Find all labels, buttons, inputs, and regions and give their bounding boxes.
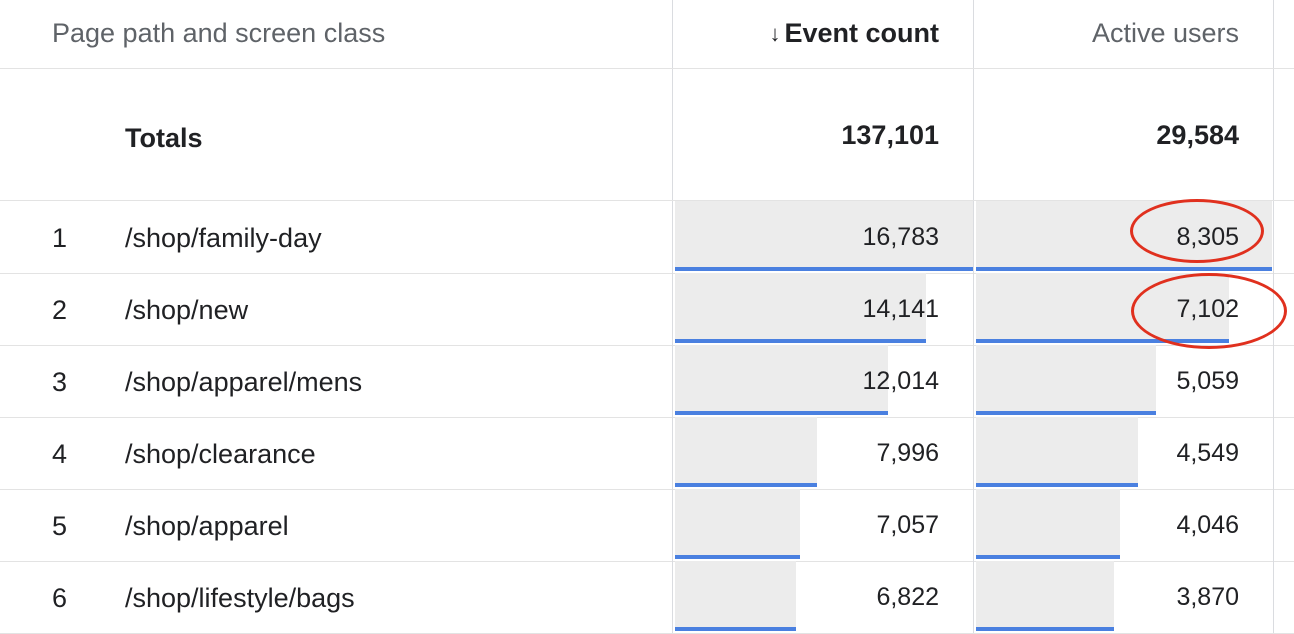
totals-row: Totals 137,101 29,584 — [0, 69, 1294, 201]
table-row[interactable]: 5/shop/apparel 7,057 4,046 — [0, 489, 1294, 562]
row-event-cell: 14,141 — [672, 273, 974, 345]
row-users-cell: 4,046 — [974, 489, 1274, 561]
row-users-cell: 8,305 — [974, 201, 1274, 273]
active-users-label: Active users — [1091, 18, 1239, 48]
row-users-value: 5,059 — [1176, 367, 1239, 395]
row-users-value: 4,549 — [1176, 439, 1239, 467]
row-index: 2 — [52, 295, 68, 325]
table-row[interactable]: 1/shop/family-day 16,783 8,305 — [0, 201, 1294, 274]
totals-label: Totals — [125, 123, 203, 153]
row-event-value: 7,996 — [876, 439, 939, 467]
table-row[interactable]: 3/shop/apparel/mens 12,014 5,059 — [0, 345, 1294, 418]
arrow-down-icon: ↓ — [769, 20, 781, 46]
row-users-cell: 5,059 — [974, 345, 1274, 417]
row-event-bar — [675, 201, 973, 271]
row-event-cell: 7,057 — [672, 489, 974, 561]
row-users-value: 4,046 — [1176, 511, 1239, 539]
totals-event-count: 137,101 — [672, 69, 974, 200]
row-event-cell: 7,996 — [672, 417, 974, 489]
row-index: 6 — [52, 583, 68, 613]
row-users-bar — [976, 345, 1156, 415]
row-event-bar — [675, 561, 796, 631]
row-event-value: 6,822 — [876, 583, 939, 611]
table-row[interactable]: 4/shop/clearance 7,996 4,549 — [0, 417, 1294, 490]
row-users-cell: 7,102 — [974, 273, 1274, 345]
row-page-path[interactable]: /shop/apparel/mens — [125, 367, 363, 397]
totals-event-count-value: 137,101 — [841, 120, 939, 150]
row-users-bar — [976, 273, 1229, 343]
row-event-cell: 12,014 — [672, 345, 974, 417]
column-header-event-count[interactable]: ↓ Event count — [672, 0, 974, 68]
row-event-value: 12,014 — [862, 367, 939, 395]
row-users-bar — [976, 201, 1272, 271]
column-header-page-path[interactable]: Page path and screen class — [52, 18, 386, 48]
row-index: 3 — [52, 367, 68, 397]
row-event-value: 16,783 — [862, 223, 939, 251]
row-event-cell: 6,822 — [672, 561, 974, 633]
row-event-bar — [675, 273, 926, 343]
row-event-bar — [675, 345, 888, 415]
totals-active-users-value: 29,584 — [1156, 120, 1239, 150]
totals-active-users: 29,584 — [974, 69, 1274, 200]
row-users-value: 3,870 — [1176, 583, 1239, 611]
column-header-active-users[interactable]: Active users — [974, 0, 1274, 68]
table-header: Page path and screen class ↓ Event count… — [0, 0, 1294, 69]
row-page-path[interactable]: /shop/clearance — [125, 439, 316, 469]
row-users-bar — [976, 489, 1120, 559]
row-users-bar — [976, 561, 1114, 631]
event-count-label: Event count — [784, 18, 939, 48]
row-page-path[interactable]: /shop/new — [125, 295, 249, 325]
row-page-path[interactable]: /shop/apparel — [125, 511, 289, 541]
row-users-cell: 4,549 — [974, 417, 1274, 489]
row-users-bar — [976, 417, 1138, 487]
row-users-cell: 3,870 — [974, 561, 1274, 633]
row-event-bar — [675, 489, 800, 559]
table-row[interactable]: 6/shop/lifestyle/bags 6,822 3,870 — [0, 561, 1294, 634]
row-event-value: 7,057 — [876, 511, 939, 539]
row-event-cell: 16,783 — [672, 201, 974, 273]
row-index: 4 — [52, 439, 68, 469]
row-event-bar — [675, 417, 817, 487]
row-index: 1 — [52, 223, 68, 253]
row-page-path[interactable]: /shop/family-day — [125, 223, 322, 253]
row-users-value: 8,305 — [1176, 223, 1239, 251]
row-index: 5 — [52, 511, 68, 541]
row-page-path[interactable]: /shop/lifestyle/bags — [125, 583, 355, 613]
row-users-value: 7,102 — [1176, 295, 1239, 323]
row-event-value: 14,141 — [862, 295, 939, 323]
table-row[interactable]: 2/shop/new 14,141 7,102 — [0, 273, 1294, 346]
